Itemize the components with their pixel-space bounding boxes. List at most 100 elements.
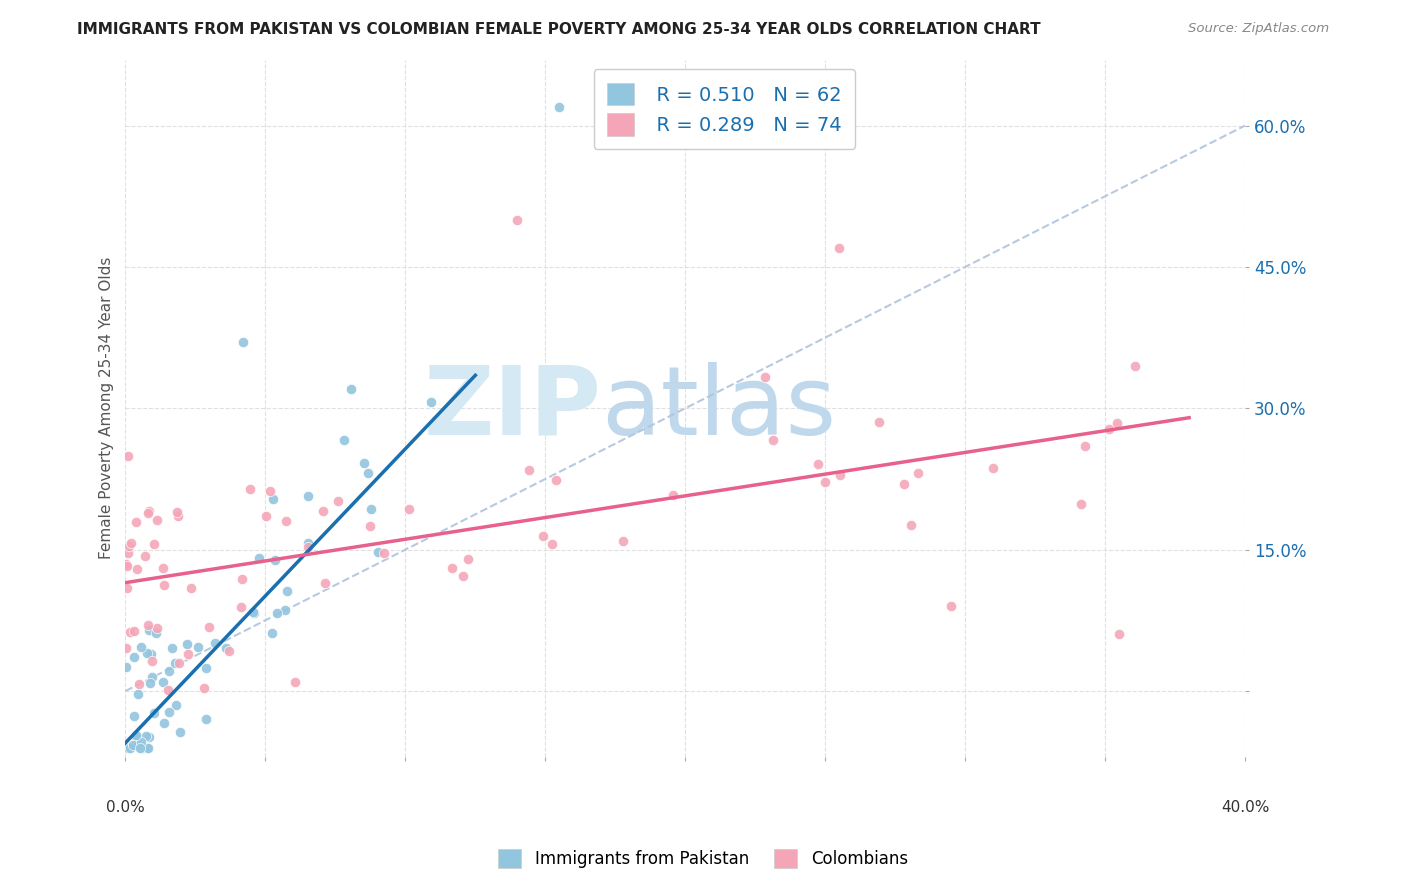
Point — [117, 740, 139, 755]
Point — [157, 682, 180, 697]
Point — [340, 382, 363, 396]
Point — [548, 100, 571, 114]
Point — [259, 483, 281, 498]
Text: IMMIGRANTS FROM PAKISTAN VS COLOMBIAN FEMALE POVERTY AMONG 25-34 YEAR OLDS CORRE: IMMIGRANTS FROM PAKISTAN VS COLOMBIAN FE… — [77, 22, 1040, 37]
Point — [357, 466, 380, 480]
Point — [830, 467, 852, 482]
Point — [135, 729, 157, 743]
Point — [398, 502, 420, 516]
Text: Source: ZipAtlas.com: Source: ZipAtlas.com — [1188, 22, 1329, 36]
Point — [612, 533, 634, 548]
Point — [297, 489, 319, 503]
Point — [283, 675, 305, 690]
Point — [276, 515, 298, 529]
Point — [117, 740, 139, 755]
Point — [242, 606, 264, 620]
Point — [506, 212, 529, 227]
Point — [1097, 422, 1119, 436]
Point — [981, 460, 1004, 475]
Point — [451, 568, 474, 582]
Point — [242, 605, 264, 619]
Point — [136, 646, 159, 660]
Point — [187, 640, 209, 654]
Point — [122, 738, 145, 752]
Point — [115, 581, 138, 595]
Point — [762, 434, 785, 448]
Point — [152, 715, 174, 730]
Point — [231, 572, 253, 586]
Point — [138, 504, 160, 518]
Point — [115, 558, 138, 573]
Point — [198, 620, 221, 634]
Point — [157, 705, 180, 719]
Point — [125, 739, 148, 754]
Point — [115, 660, 138, 674]
Point — [129, 640, 152, 655]
Point — [152, 675, 174, 690]
Point — [1108, 627, 1130, 641]
Point — [124, 624, 146, 638]
Point — [146, 513, 169, 527]
Point — [541, 536, 564, 550]
Point — [143, 706, 166, 721]
Point — [129, 740, 152, 755]
Point — [118, 540, 141, 554]
Point — [297, 536, 319, 550]
Point — [117, 546, 139, 560]
Point — [807, 457, 830, 471]
Point — [517, 463, 540, 477]
Point — [276, 583, 298, 598]
Point — [262, 491, 284, 506]
Point — [166, 509, 188, 524]
Point — [353, 457, 375, 471]
Text: 40.0%: 40.0% — [1220, 800, 1270, 815]
Point — [204, 636, 226, 650]
Point — [373, 546, 395, 560]
Point — [136, 618, 159, 632]
Point — [122, 649, 145, 664]
Point — [165, 698, 187, 713]
Point — [177, 647, 200, 661]
Point — [163, 656, 186, 670]
Point — [441, 561, 464, 575]
Point — [139, 675, 162, 690]
Point — [141, 654, 163, 668]
Text: 0.0%: 0.0% — [105, 800, 145, 815]
Point — [247, 550, 270, 565]
Point — [218, 643, 240, 657]
Point — [141, 647, 163, 661]
Point — [180, 581, 202, 595]
Point — [328, 494, 350, 508]
Point — [134, 549, 156, 563]
Point — [152, 560, 174, 574]
Point — [1070, 497, 1092, 511]
Point — [153, 577, 176, 591]
Point — [546, 473, 568, 487]
Point — [167, 656, 190, 670]
Point — [135, 740, 157, 755]
Point — [117, 449, 139, 463]
Point — [195, 661, 218, 675]
Point — [457, 551, 479, 566]
Point — [117, 739, 139, 754]
Point — [128, 676, 150, 690]
Point — [157, 665, 180, 679]
Point — [115, 557, 138, 571]
Point — [120, 624, 142, 639]
Point — [134, 740, 156, 755]
Y-axis label: Female Poverty Among 25-34 Year Olds: Female Poverty Among 25-34 Year Olds — [100, 257, 114, 559]
Point — [262, 626, 284, 640]
Point — [125, 730, 148, 744]
Point — [367, 545, 389, 559]
Point — [1123, 359, 1146, 374]
Point — [120, 740, 142, 755]
Point — [125, 728, 148, 742]
Point — [266, 607, 288, 621]
Point — [907, 466, 929, 480]
Point — [166, 506, 188, 520]
Point — [312, 504, 335, 518]
Point — [125, 562, 148, 576]
Point — [274, 603, 297, 617]
Point — [138, 731, 160, 745]
Legend: Immigrants from Pakistan, Colombians: Immigrants from Pakistan, Colombians — [489, 840, 917, 877]
